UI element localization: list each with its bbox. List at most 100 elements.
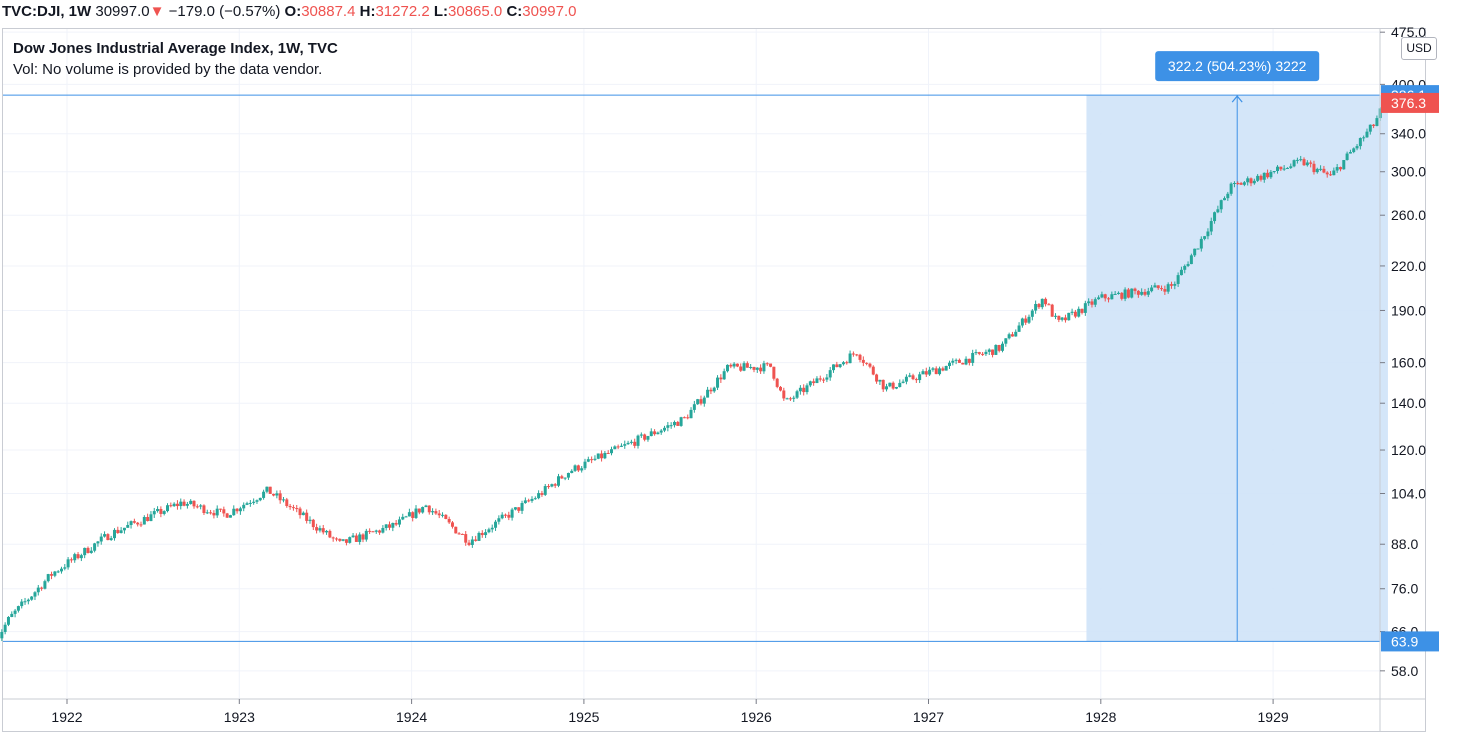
candle bbox=[619, 445, 623, 447]
candle bbox=[742, 363, 746, 371]
candle bbox=[765, 363, 769, 365]
candle bbox=[1050, 304, 1054, 317]
candle bbox=[1044, 298, 1048, 305]
candle bbox=[142, 516, 146, 525]
candle bbox=[1163, 289, 1167, 292]
low-label: L: bbox=[433, 3, 449, 20]
candle bbox=[981, 353, 985, 355]
candle bbox=[136, 522, 140, 525]
candle bbox=[934, 368, 938, 375]
candle bbox=[281, 499, 285, 501]
price-tick-label: 475.0 bbox=[1391, 24, 1426, 40]
candle bbox=[480, 532, 484, 536]
candle bbox=[918, 374, 922, 381]
candle bbox=[262, 491, 266, 498]
candle bbox=[898, 382, 902, 387]
candle bbox=[573, 465, 577, 471]
close-value: 30997.0 bbox=[522, 3, 577, 20]
candle bbox=[321, 528, 325, 533]
candle bbox=[189, 500, 193, 504]
time-tick-label: 1924 bbox=[396, 709, 427, 725]
candle bbox=[106, 534, 110, 541]
chart-frame[interactable] bbox=[2, 28, 1426, 732]
price-change: −179.0 (−0.57%) bbox=[168, 3, 281, 20]
price-tick-label: 58.0 bbox=[1391, 663, 1418, 679]
candle bbox=[881, 379, 885, 390]
candle bbox=[288, 505, 292, 508]
candle bbox=[1037, 303, 1041, 308]
candle bbox=[666, 425, 670, 428]
candle bbox=[374, 530, 378, 532]
candle bbox=[775, 378, 779, 387]
candle bbox=[805, 385, 809, 393]
candle bbox=[1193, 248, 1197, 256]
candle bbox=[119, 530, 123, 534]
candle bbox=[550, 484, 554, 487]
candle bbox=[1160, 288, 1164, 290]
chart-legend: Dow Jones Industrial Average Index, 1W, … bbox=[13, 38, 338, 80]
candle bbox=[1063, 317, 1067, 321]
time-axis[interactable]: 1922 1923 1924 1925 1926 1927 1928 1929 bbox=[2, 698, 1426, 725]
candle bbox=[69, 559, 73, 561]
candle bbox=[1256, 175, 1260, 181]
low-value: 30865.0 bbox=[448, 3, 503, 20]
candle bbox=[778, 386, 782, 391]
candle bbox=[295, 508, 299, 510]
candle bbox=[1358, 138, 1362, 147]
candle bbox=[1236, 183, 1240, 185]
candle bbox=[209, 512, 213, 514]
candle bbox=[676, 421, 680, 426]
candle bbox=[503, 514, 507, 516]
candle bbox=[278, 493, 282, 501]
candle bbox=[33, 592, 37, 597]
price-tick-label: 88.0 bbox=[1391, 536, 1418, 552]
last-price-label-bg bbox=[1381, 92, 1439, 113]
candle bbox=[769, 363, 773, 367]
candle bbox=[252, 501, 256, 503]
candle bbox=[994, 344, 998, 355]
candle bbox=[391, 522, 395, 528]
candle bbox=[1179, 269, 1183, 276]
candle bbox=[388, 524, 392, 528]
candle bbox=[513, 507, 517, 510]
symbol-header: TVC:DJI, 1W 30997.0▼ −179.0 (−0.57%) O:3… bbox=[0, 0, 1460, 24]
candle bbox=[1070, 311, 1074, 313]
candle bbox=[50, 574, 54, 576]
candle bbox=[1322, 168, 1326, 173]
candle bbox=[228, 515, 232, 518]
candle bbox=[735, 363, 739, 367]
candle bbox=[560, 476, 564, 479]
candle bbox=[795, 391, 799, 398]
candle bbox=[1309, 162, 1313, 164]
candle bbox=[613, 446, 617, 450]
candle bbox=[1156, 285, 1160, 289]
candle bbox=[1345, 153, 1349, 161]
candle bbox=[255, 500, 259, 502]
candle bbox=[1259, 175, 1263, 180]
candle bbox=[149, 514, 153, 522]
candle bbox=[265, 486, 269, 492]
candle bbox=[938, 368, 942, 375]
candle bbox=[162, 511, 166, 514]
candle bbox=[490, 527, 494, 530]
candle bbox=[268, 486, 272, 494]
candle bbox=[1368, 124, 1372, 132]
candle bbox=[547, 486, 551, 488]
candle bbox=[166, 505, 170, 512]
currency-button[interactable]: USD bbox=[1401, 37, 1437, 60]
close-label: C: bbox=[506, 3, 523, 20]
candle bbox=[235, 508, 239, 512]
candle bbox=[1166, 284, 1170, 292]
candle bbox=[404, 516, 408, 518]
candle bbox=[215, 508, 219, 516]
candle bbox=[308, 519, 312, 521]
candle bbox=[414, 508, 418, 518]
candle bbox=[26, 599, 30, 602]
candle bbox=[636, 435, 640, 446]
candle bbox=[894, 386, 898, 389]
symbol-name[interactable]: TVC:DJI, 1W bbox=[2, 3, 92, 20]
candle bbox=[672, 421, 676, 426]
candle bbox=[291, 507, 295, 509]
candle bbox=[722, 371, 726, 380]
